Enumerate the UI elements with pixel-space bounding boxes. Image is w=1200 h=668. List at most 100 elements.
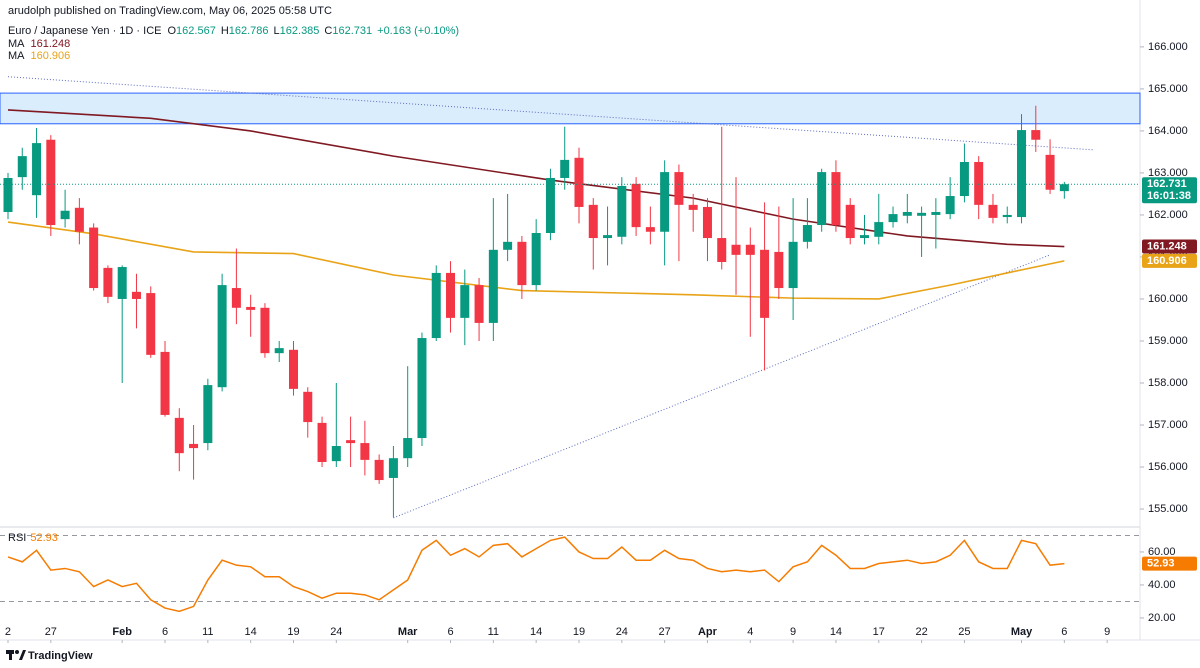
candle-body bbox=[74, 207, 84, 232]
quote-value: 162.731 bbox=[332, 25, 372, 37]
y-tick-label: 160.000 bbox=[1148, 293, 1188, 305]
candle-body bbox=[331, 446, 341, 462]
rsi-y-tick-label: 60.00 bbox=[1148, 546, 1176, 558]
candle-body bbox=[374, 459, 384, 481]
candle-body bbox=[260, 307, 270, 354]
rsi-badge bbox=[1142, 556, 1197, 571]
candle-body bbox=[1031, 130, 1041, 140]
candle-body bbox=[545, 177, 555, 234]
candle-body bbox=[560, 159, 570, 178]
candle-body bbox=[503, 241, 513, 250]
x-tick-label: 22 bbox=[915, 626, 927, 638]
y-tick-label: 162.000 bbox=[1148, 209, 1188, 221]
candle-body bbox=[917, 212, 927, 216]
ma-badge bbox=[1142, 239, 1197, 254]
candle-body bbox=[988, 204, 998, 218]
x-tick-label: Feb bbox=[112, 626, 132, 638]
rsi-y-tick-label: 20.00 bbox=[1148, 612, 1176, 624]
x-tick-label: 9 bbox=[790, 626, 796, 638]
rsi-value: 52.93 bbox=[30, 532, 58, 544]
y-tick-label: 157.000 bbox=[1148, 419, 1188, 431]
x-tick-label: 19 bbox=[573, 626, 585, 638]
candle-body bbox=[517, 241, 527, 286]
x-tick-label: 17 bbox=[873, 626, 885, 638]
y-tick-label: 158.000 bbox=[1148, 377, 1188, 389]
y-tick-label: 164.000 bbox=[1148, 125, 1188, 137]
quote-change: +0.163 (+0.10%) bbox=[377, 25, 459, 37]
ma-name: MA bbox=[8, 38, 25, 50]
candle-body bbox=[1002, 214, 1012, 218]
candle-body bbox=[717, 238, 727, 262]
zone bbox=[0, 92, 1141, 125]
candle-body bbox=[959, 162, 969, 197]
rsi-legend: RSI 52.93 bbox=[8, 532, 58, 544]
candle-body bbox=[531, 233, 541, 286]
x-tick-label: 24 bbox=[616, 626, 628, 638]
x-tick-label: 2 bbox=[5, 626, 11, 638]
quote-key: L bbox=[274, 25, 280, 37]
candle-body bbox=[588, 204, 598, 239]
ma-legend: MA 161.248 bbox=[8, 38, 70, 50]
x-tick-label: 27 bbox=[45, 626, 57, 638]
candle-body bbox=[17, 156, 27, 178]
x-tick-label: 6 bbox=[1061, 626, 1067, 638]
candle-body bbox=[574, 157, 584, 207]
candle-body bbox=[231, 288, 241, 308]
moving-average bbox=[7, 221, 1065, 300]
candle-body bbox=[446, 272, 456, 318]
quote-key: C bbox=[324, 25, 332, 37]
candle-body bbox=[303, 391, 313, 423]
candle-body bbox=[160, 351, 170, 415]
x-tick-label: 24 bbox=[330, 626, 342, 638]
candle-body bbox=[474, 285, 484, 323]
x-tick-label: 11 bbox=[488, 626, 499, 638]
trendline bbox=[393, 254, 1051, 519]
quote-key: O bbox=[167, 25, 176, 37]
x-tick-label: Mar bbox=[398, 626, 418, 638]
candle-body bbox=[189, 443, 199, 449]
candle-body bbox=[617, 185, 627, 237]
candle-body bbox=[146, 293, 156, 355]
candle-body bbox=[217, 285, 227, 388]
last-price-badge bbox=[1142, 177, 1197, 204]
ma-value: 161.248 bbox=[31, 38, 71, 50]
countdown-label: 16:01:38 bbox=[1147, 190, 1191, 202]
rsi-line bbox=[7, 536, 1065, 613]
trendline bbox=[7, 76, 1093, 151]
candle-body bbox=[817, 172, 827, 226]
brand-logo bbox=[6, 650, 26, 660]
ma-value: 160.906 bbox=[31, 50, 71, 62]
candle-body bbox=[974, 162, 984, 205]
published-note: arudolph published on TradingView.com, M… bbox=[8, 5, 332, 17]
candle-body bbox=[931, 212, 941, 215]
candle-body bbox=[845, 204, 855, 239]
candle-body bbox=[360, 443, 370, 460]
candle-body bbox=[203, 385, 213, 444]
candle-body bbox=[888, 214, 898, 223]
ma-name: MA bbox=[8, 50, 25, 62]
candle-body bbox=[288, 349, 298, 389]
candle-body bbox=[859, 235, 869, 239]
quote-value: 162.385 bbox=[280, 25, 320, 37]
candle-body bbox=[902, 212, 912, 216]
rsi-badge-label: 52.93 bbox=[1147, 558, 1175, 570]
y-tick-label: 155.000 bbox=[1148, 503, 1188, 515]
candle-body bbox=[460, 285, 470, 318]
y-tick-label: 163.000 bbox=[1148, 167, 1188, 179]
x-tick-label: 6 bbox=[162, 626, 168, 638]
candle-body bbox=[802, 225, 812, 242]
candle-body bbox=[702, 206, 712, 239]
candle-body bbox=[388, 458, 398, 478]
ma-badge-label: 160.906 bbox=[1147, 255, 1187, 267]
rsi-name: RSI bbox=[8, 532, 26, 544]
candle-body bbox=[431, 272, 441, 339]
candle-body bbox=[674, 172, 684, 205]
x-tick-label: 14 bbox=[830, 626, 842, 638]
candle-body bbox=[788, 241, 798, 289]
candle-body bbox=[1059, 184, 1069, 192]
x-tick-label: 11 bbox=[202, 626, 213, 638]
x-tick-label: 25 bbox=[958, 626, 970, 638]
last-price-badge-label: 162.731 bbox=[1147, 178, 1187, 190]
